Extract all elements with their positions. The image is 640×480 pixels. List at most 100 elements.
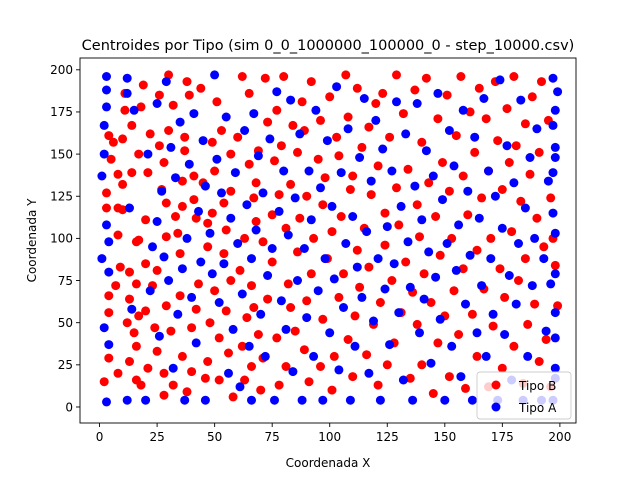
data-point — [511, 299, 521, 309]
x-axis: 0 25 50 75 100 125 150 175 200 — [96, 423, 571, 444]
data-point — [364, 122, 374, 132]
data-point — [118, 179, 128, 189]
data-point — [226, 213, 236, 223]
x-tick-label: 150 — [433, 430, 456, 444]
plot-frame — [79, 57, 577, 424]
data-point — [221, 112, 231, 122]
data-point — [134, 311, 144, 321]
data-point — [509, 178, 519, 188]
data-point — [507, 227, 517, 237]
y-tick-label: 175 — [50, 105, 73, 119]
data-point — [378, 144, 388, 154]
data-point — [550, 308, 560, 318]
data-point — [463, 186, 473, 196]
data-point — [242, 313, 252, 323]
data-point — [345, 185, 355, 194]
data-point — [164, 126, 174, 135]
data-point — [426, 298, 436, 307]
data-point — [295, 213, 305, 223]
data-point — [419, 294, 429, 304]
data-point — [99, 120, 109, 130]
data-point — [240, 375, 250, 385]
data-point — [410, 181, 420, 191]
data-point — [272, 105, 282, 115]
data-point — [297, 395, 307, 405]
data-point — [276, 296, 286, 306]
data-point — [104, 291, 114, 301]
data-point — [311, 105, 321, 115]
data-point — [534, 147, 544, 157]
data-point — [546, 193, 556, 203]
data-point — [210, 166, 220, 176]
data-point — [237, 72, 247, 81]
data-point — [293, 147, 302, 157]
data-point — [129, 105, 139, 115]
y-axis-label: Coordenada Y — [25, 198, 39, 283]
data-point — [122, 73, 132, 83]
data-point — [260, 73, 270, 83]
data-point — [159, 390, 169, 400]
data-point — [136, 380, 146, 390]
data-point — [343, 124, 353, 134]
data-point — [237, 289, 247, 299]
data-point — [141, 259, 151, 269]
data-point — [497, 223, 507, 233]
data-point — [288, 367, 298, 377]
data-point — [253, 151, 263, 161]
data-point — [138, 80, 148, 90]
data-point — [122, 88, 132, 98]
data-point — [240, 233, 250, 243]
data-point — [520, 119, 530, 129]
data-point — [477, 193, 487, 203]
data-point — [288, 120, 298, 130]
data-point — [104, 340, 114, 350]
data-point — [316, 183, 325, 193]
data-point — [495, 264, 505, 274]
data-point — [412, 319, 422, 329]
data-point — [405, 373, 415, 383]
data-point — [230, 168, 240, 178]
data-point — [171, 173, 180, 183]
data-point — [336, 168, 346, 178]
data-point — [283, 279, 293, 289]
data-point — [465, 107, 475, 117]
data-point — [180, 395, 190, 405]
data-point — [362, 350, 372, 360]
data-point — [159, 368, 169, 378]
data-point — [539, 242, 549, 252]
data-point — [442, 239, 452, 248]
data-point — [258, 237, 268, 247]
data-point — [226, 276, 236, 285]
data-point — [417, 137, 427, 147]
data-point — [122, 318, 132, 328]
data-point — [198, 136, 208, 146]
data-point — [214, 298, 224, 307]
data-point — [161, 77, 171, 87]
data-point — [364, 368, 374, 378]
data-point — [541, 335, 551, 344]
x-tick-label: 25 — [149, 430, 164, 444]
data-point — [143, 168, 153, 178]
data-point — [187, 367, 197, 377]
data-point — [431, 272, 441, 282]
data-point — [263, 294, 273, 304]
data-point — [161, 232, 171, 242]
data-point — [260, 351, 270, 361]
data-point — [424, 178, 434, 188]
data-point — [226, 149, 236, 159]
data-point — [553, 301, 563, 311]
data-point — [490, 191, 500, 201]
data-point — [550, 228, 560, 238]
data-point — [279, 72, 289, 81]
data-point — [97, 254, 107, 264]
data-point — [332, 82, 342, 92]
data-point — [237, 341, 247, 351]
data-point — [329, 351, 339, 361]
data-point — [375, 298, 385, 307]
data-point — [212, 97, 222, 107]
data-point — [256, 309, 266, 319]
data-point — [309, 351, 319, 361]
data-point — [214, 375, 224, 385]
data-point — [200, 373, 210, 383]
